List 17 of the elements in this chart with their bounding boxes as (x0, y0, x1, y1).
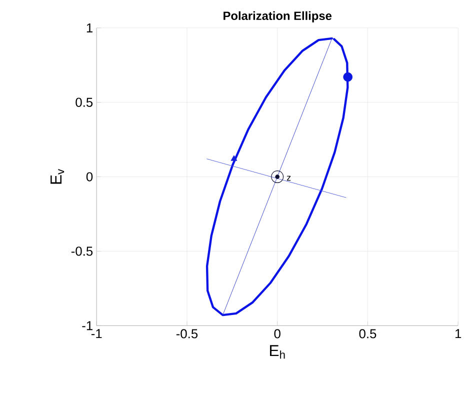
x-tick-label: 0.5 (359, 328, 376, 338)
annotation: z (286, 176, 291, 180)
line-series (206, 37, 349, 316)
chart-title: Polarization Ellipse (224, 11, 332, 22)
point (230, 155, 238, 161)
x-axis-title: E$_{h}$ (270, 344, 285, 358)
y-tick-label: 0 (86, 172, 93, 182)
y-axis-title: E$_{v}$ (50, 168, 64, 184)
y-tick-label: 1 (86, 23, 92, 32)
x-tick-label: -0.5 (176, 328, 198, 338)
x-tick-label: 1 (456, 328, 462, 338)
y-tick-label: -0.5 (71, 246, 93, 256)
point (343, 72, 353, 82)
y-tick-label: -1 (82, 321, 92, 330)
point (271, 170, 284, 183)
x-tick-label: 0 (274, 328, 280, 338)
y-tick-label: 0.5 (76, 98, 93, 107)
